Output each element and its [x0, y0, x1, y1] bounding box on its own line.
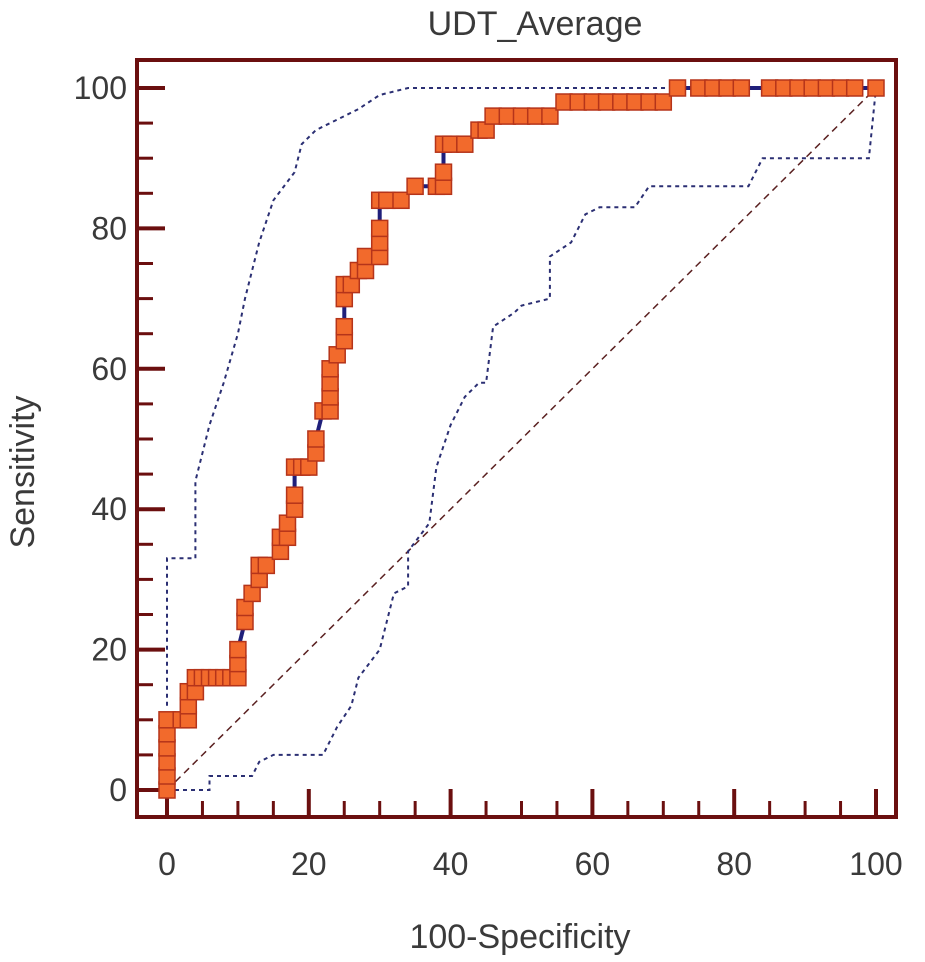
x-tick-label: 60 — [575, 846, 611, 882]
roc-chart: UDT_Average 100-Specificity Sensitivity … — [0, 0, 925, 957]
x-axis-label: 100-Specificity — [409, 918, 630, 956]
roc-point-marker — [230, 642, 246, 658]
roc-point-marker — [670, 80, 686, 96]
roc-point-marker — [336, 319, 352, 335]
plot-area: 0 20 40 60 80 100 0 20 40 60 80 100 — [74, 60, 903, 882]
roc-point-marker — [287, 487, 303, 503]
y-tick-label: 60 — [91, 351, 127, 387]
upper-ci-line — [167, 88, 876, 706]
y-tick-label: 40 — [91, 491, 127, 527]
roc-point-marker — [733, 80, 749, 96]
roc-point-marker — [436, 164, 452, 180]
y-tick-label: 80 — [91, 210, 127, 246]
x-tick-label: 40 — [433, 846, 469, 882]
chart-canvas: UDT_Average 100-Specificity Sensitivity … — [0, 0, 925, 957]
roc-point-marker — [308, 431, 324, 447]
roc-point-marker — [407, 178, 423, 194]
plot-frame — [137, 60, 896, 817]
roc-point-marker — [847, 80, 863, 96]
reference-diagonal-line — [167, 88, 876, 790]
y-tick-label: 20 — [91, 632, 127, 668]
roc-point-marker — [372, 220, 388, 236]
y-tick-label: 100 — [74, 70, 127, 106]
x-tick-label: 100 — [849, 846, 902, 882]
roc-point-marker — [868, 80, 884, 96]
y-tick-label: 0 — [109, 772, 127, 808]
x-tick-label: 0 — [158, 846, 176, 882]
chart-title: UDT_Average — [428, 5, 643, 43]
y-axis-label: Sensitivity — [4, 395, 42, 548]
x-tick-label: 80 — [716, 846, 752, 882]
x-tick-label: 20 — [291, 846, 327, 882]
